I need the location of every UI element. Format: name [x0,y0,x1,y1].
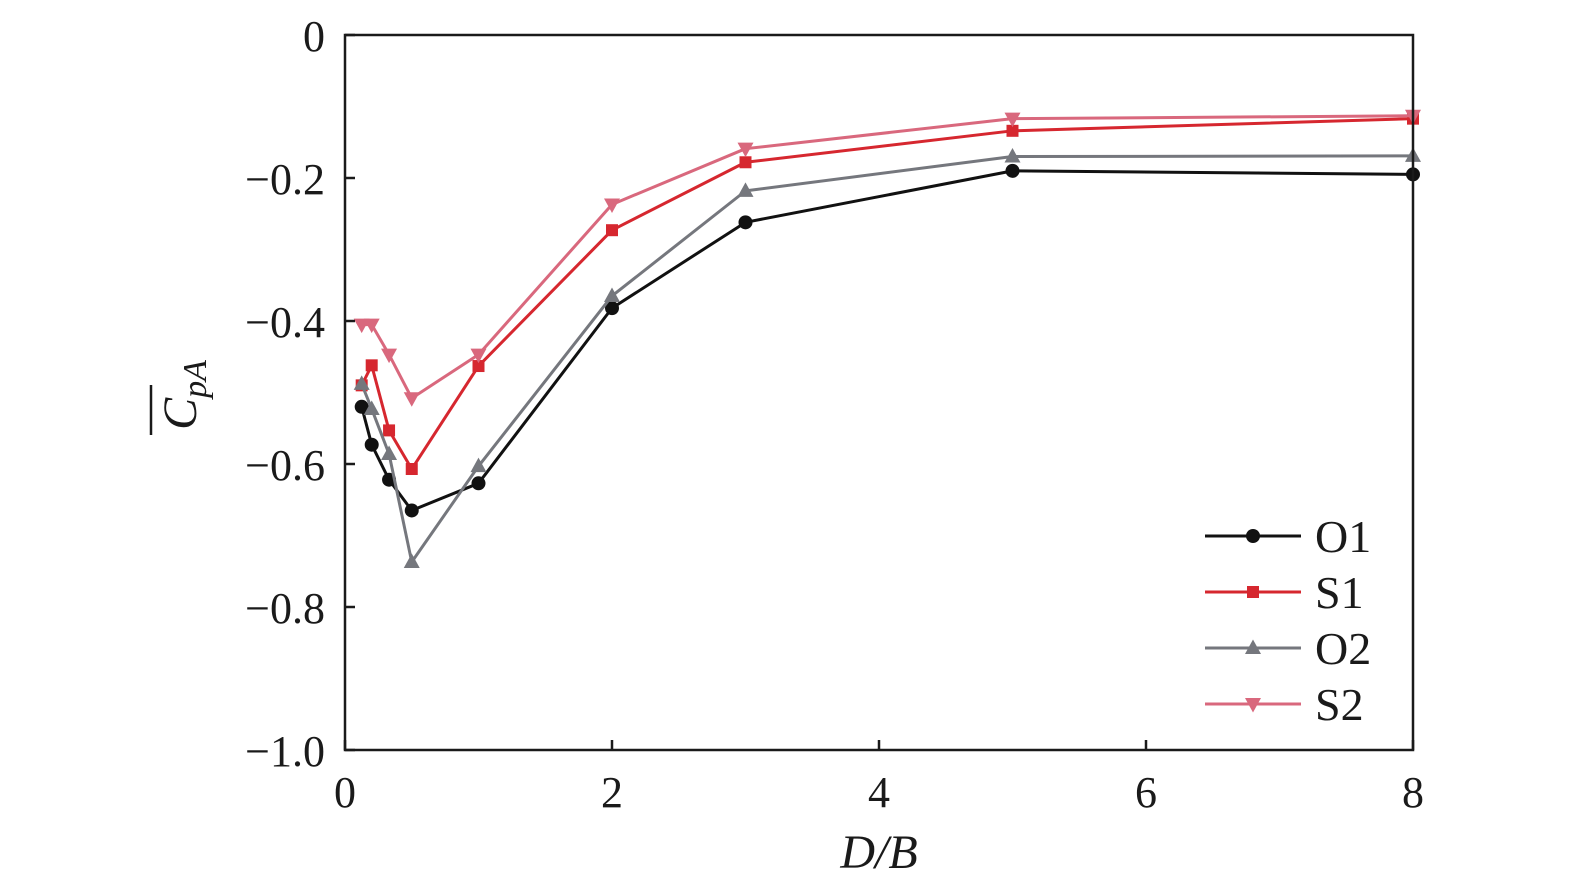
y-tick-label: −0.2 [245,155,325,204]
series-line-o1 [360,169,1414,512]
y-axis-label-subscript: pA [177,360,214,400]
data-point-s2 [381,348,398,364]
y-tick-label: −0.4 [245,298,325,347]
data-point-s2 [363,318,380,334]
data-point-s1 [365,359,378,372]
legend-label: S2 [1315,679,1364,730]
x-tick-label: 6 [1135,768,1157,817]
series-s2 [353,109,1421,407]
data-point-o2 [353,375,370,390]
legend-label: O1 [1315,511,1371,562]
data-point-o1 [404,503,419,518]
data-point-o1 [605,301,619,316]
data-point-o2 [737,182,754,197]
legend-entry-o2: O2 [1205,623,1371,674]
legend-entry-o1: O1 [1205,511,1371,562]
data-point-o2 [1004,148,1021,163]
data-point-s1 [1006,124,1019,137]
legend-marker [1247,586,1259,598]
data-point-o1 [364,437,379,452]
data-point-s1 [606,224,618,237]
legend-entry-s1: S1 [1205,567,1364,618]
legend-marker [1245,698,1261,713]
data-point-o1 [471,476,486,491]
x-tick-label: 4 [868,768,890,817]
data-point-s2 [470,348,487,364]
data-point-s1 [405,463,418,476]
series-line-s2 [361,114,1414,400]
y-axis-label-main: C [154,397,207,430]
data-point-s2 [1004,112,1021,128]
y-tick-label: 0 [303,12,325,61]
legend-label: O2 [1315,623,1371,674]
series-o2 [353,147,1421,568]
legend-marker [1246,529,1260,543]
y-tick-label: −0.6 [245,441,325,490]
data-point-o1 [738,215,753,230]
data-point-s2 [353,318,370,334]
data-point-s2 [737,142,754,158]
data-point-o2 [604,287,620,302]
x-tick-label: 8 [1402,768,1424,817]
legend-label: S1 [1315,567,1364,618]
y-tick-label: −1.0 [245,727,325,776]
data-point-o1 [354,399,369,414]
axes: 0 2 4 6 8 0 −0.2 −0.4 −0.6 −0.8 −1.0 D/B CpA [149,12,1424,879]
data-point-s2 [604,198,620,213]
data-point-o2 [363,400,380,415]
x-tick-label: 0 [334,768,356,817]
data-point-o2 [470,457,487,473]
y-tick-label: −0.8 [245,584,325,633]
y-axis-label-text: CpA [154,360,214,430]
data-point-o2 [403,553,420,568]
data-point-s1 [739,156,752,169]
data-point-s1 [383,424,396,437]
legend-entry-s2: S2 [1205,679,1364,730]
plot-area [353,109,1421,568]
data-point-o1 [1005,163,1020,178]
x-axis-label: D/B [839,826,917,879]
data-point-s1 [472,360,485,373]
data-point-o2 [381,445,398,460]
x-tick-label: 2 [601,768,623,817]
legend-marker [1245,639,1261,654]
y-axis-label: CpA [149,360,214,435]
series-o1 [354,163,1420,518]
series-line-o2 [360,154,1414,564]
data-point-s2 [403,392,420,407]
